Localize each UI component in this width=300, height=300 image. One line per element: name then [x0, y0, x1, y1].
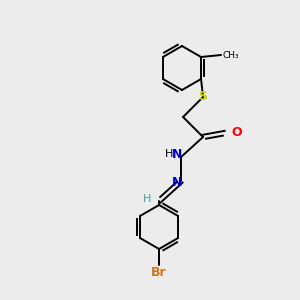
- Text: Br: Br: [151, 266, 167, 278]
- Text: H: H: [165, 149, 173, 159]
- Text: O: O: [231, 127, 242, 140]
- Text: N: N: [172, 148, 182, 160]
- Text: N: N: [172, 176, 182, 190]
- Text: H: H: [143, 194, 151, 204]
- Text: S: S: [199, 91, 208, 103]
- Text: CH₃: CH₃: [222, 50, 239, 59]
